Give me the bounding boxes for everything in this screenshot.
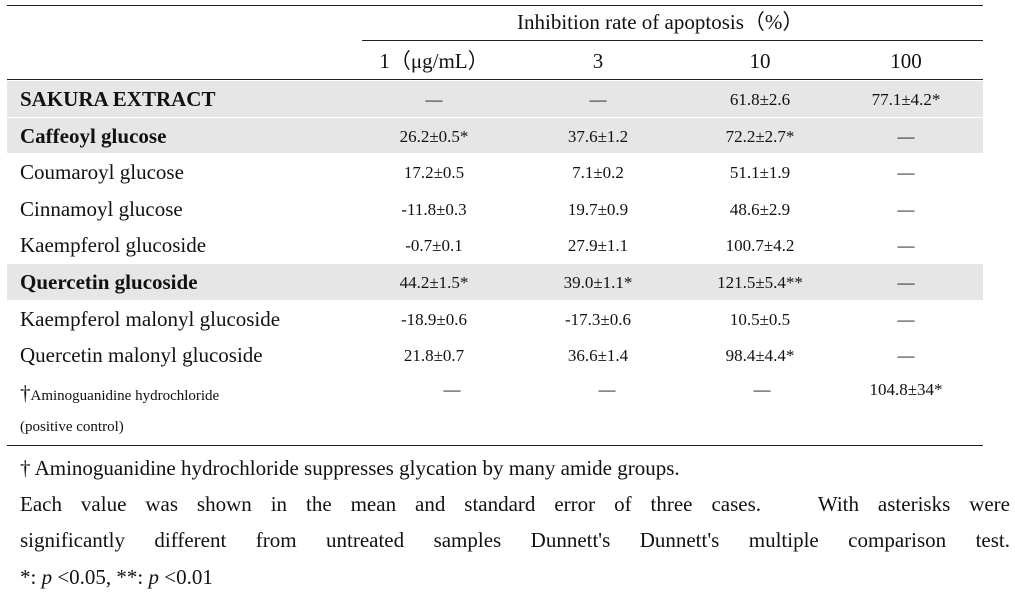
table-cell: 39.0±1.1* — [563, 273, 633, 292]
table-cell: — — [897, 273, 915, 292]
footnote-p-values: *: p <0.05, **: p <0.01 — [20, 565, 213, 590]
row-label: Kaempferol malonyl glucoside — [20, 306, 281, 331]
table-cell: 51.1±1.9 — [729, 163, 791, 183]
row-label: Quercetin malonyl glucoside — [20, 343, 263, 368]
row-highlight — [7, 81, 983, 117]
control-value-1: — — [443, 380, 461, 399]
column-header-100: 100 — [890, 49, 922, 73]
row-label: Coumaroyl glucose — [20, 160, 184, 185]
row-label: Kaempferol glucoside — [20, 233, 207, 258]
table-cell: 17.2±0.5 — [403, 163, 465, 183]
p-label-a: *: — [20, 565, 42, 589]
header-bottom-rule — [7, 79, 983, 80]
table-cell: -11.8±0.3 — [401, 199, 467, 219]
table-cell: 44.2±1.5* — [399, 273, 469, 292]
table-cell: — — [897, 199, 915, 219]
control-value-3: — — [598, 380, 616, 399]
column-header-3: 3 — [592, 49, 604, 73]
table-cell: -0.7±0.1 — [405, 236, 463, 256]
row-label: Caffeoyl glucose — [20, 123, 167, 148]
footnote-method: Each value was shown in the mean and sta… — [20, 492, 1010, 516]
table-cell: 48.6±2.9 — [729, 199, 791, 219]
table-cell: — — [897, 126, 915, 146]
table-cell: — — [897, 346, 915, 366]
p-label-b: <0.05, **: — [52, 565, 149, 589]
p-symbol-1: p — [41, 565, 53, 589]
table-cell: 10.5±0.5 — [729, 309, 791, 329]
row-highlight — [7, 264, 983, 300]
table-cell: 7.1±0.2 — [572, 163, 624, 183]
table-cell: 21.8±0.7 — [403, 346, 465, 366]
table-bottom-rule — [7, 445, 983, 446]
table-cell: — — [897, 309, 915, 329]
column-group-header: Inhibition rate of apoptosis（%） — [517, 10, 804, 34]
table-cell: 26.2±0.5* — [399, 126, 469, 146]
table-cell: 100.7±4.2 — [725, 236, 795, 256]
table-cell: 37.6±1.2 — [567, 126, 629, 146]
table-top-rule — [7, 5, 983, 6]
table-cell: -18.9±0.6 — [401, 309, 467, 329]
row-label: Cinnamoyl glucose — [20, 196, 183, 221]
p-symbol-2: p — [148, 565, 160, 589]
table-cell: — — [425, 90, 443, 109]
table-cell: — — [897, 163, 915, 183]
table-cell: 36.6±1.4 — [567, 346, 629, 366]
table-cell: 72.2±2.7* — [725, 126, 795, 146]
column-header-10: 10 — [749, 49, 771, 73]
control-row-label: †Aminoguanidine hydrochloride — [20, 383, 219, 404]
table-cell: — — [589, 90, 607, 109]
footnote-significance: significantly different from untreated s… — [20, 528, 1010, 552]
table-cell: 27.9±1.1 — [567, 236, 629, 256]
control-label-line1: Aminoguanidine hydrochloride — [30, 388, 220, 404]
row-label: Quercetin glucoside — [20, 270, 198, 294]
dagger-mark: † — [20, 381, 31, 405]
p-label-c: <0.01 — [159, 565, 213, 589]
table-cell: 98.4±4.4* — [725, 346, 795, 366]
control-label-line2: (positive control) — [20, 419, 124, 435]
table-cell: 121.5±5.4** — [717, 273, 803, 292]
table-cell: 77.1±4.2* — [871, 90, 941, 109]
table-cell: — — [897, 236, 915, 256]
column-header-1: 1（μg/mL） — [379, 49, 489, 73]
row-highlight — [7, 117, 983, 154]
table-cell: -17.3±0.6 — [565, 309, 631, 329]
table-cell: 61.8±2.6 — [729, 90, 791, 109]
control-value-10: — — [753, 380, 771, 399]
table-cell: 19.7±0.9 — [567, 199, 629, 219]
control-value-100: 104.8±34* — [869, 380, 943, 399]
group-header-rule — [362, 40, 983, 41]
row-label: SAKURA EXTRACT — [20, 87, 216, 111]
footnote-dagger: † Aminoguanidine hydrochloride suppresse… — [20, 456, 680, 480]
